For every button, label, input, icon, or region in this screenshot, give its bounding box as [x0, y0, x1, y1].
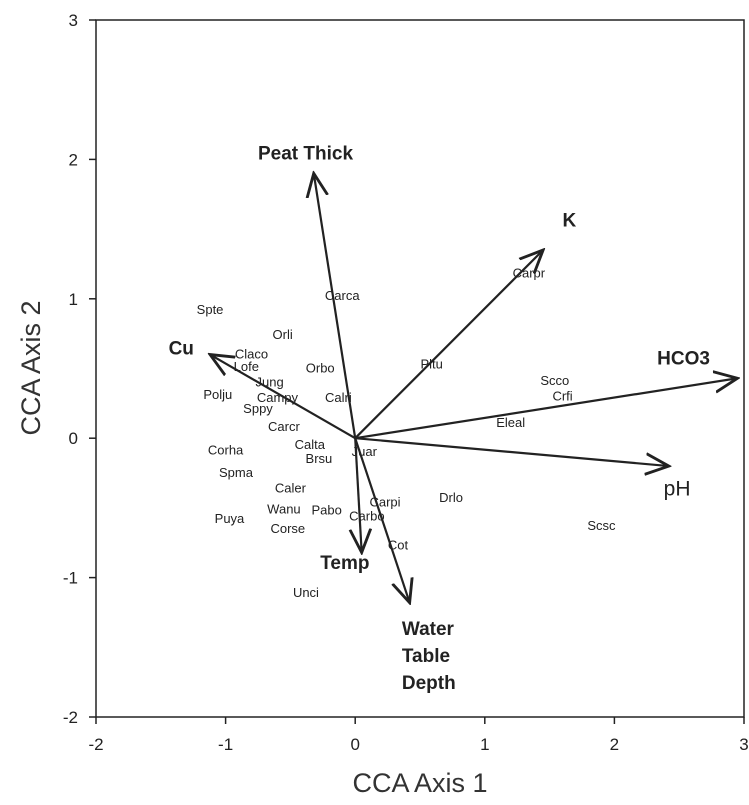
- species-label: Puya: [215, 511, 245, 526]
- species-label: Carpr: [513, 266, 546, 281]
- env-vector-label: pH: [664, 477, 691, 500]
- species-label: Jung: [256, 374, 284, 389]
- y-axis-ticks: -2 -1 0 1 2 3: [63, 11, 96, 727]
- species-label: Calta: [295, 437, 326, 452]
- x-tick-label: 1: [480, 735, 489, 754]
- species-label: Juar: [352, 444, 378, 459]
- species-label: Pltu: [420, 356, 442, 371]
- species-label: Cot: [388, 538, 409, 553]
- env-vector-arrow: [355, 437, 669, 466]
- env-vector-arrow: [355, 438, 361, 552]
- env-vector-label: HCO3: [657, 348, 710, 369]
- environment-vectors: Peat Thick K HCO3 pH Cu Temp Water Table Depth: [169, 143, 738, 694]
- species-label: Caler: [275, 480, 307, 495]
- env-vector-arrow: [354, 250, 543, 439]
- x-tick-label: 0: [350, 735, 359, 754]
- x-axis-title: CCA Axis 1: [352, 768, 487, 798]
- env-vector-label: Water: [402, 619, 455, 640]
- species-label: Corse: [270, 521, 305, 536]
- species-label: Crfi: [552, 388, 572, 403]
- species-label: Campy: [257, 390, 299, 405]
- species-label: Eleal: [496, 415, 525, 430]
- species-label: Scco: [540, 373, 569, 388]
- x-tick-label: 2: [610, 735, 619, 754]
- y-tick-label: -2: [63, 708, 78, 727]
- y-axis-title: CCA Axis 2: [16, 300, 46, 435]
- x-tick-label: 3: [739, 735, 748, 754]
- species-label: Carpi: [369, 494, 400, 509]
- species-label: Spte: [197, 302, 224, 317]
- species-label: Carca: [325, 288, 360, 303]
- env-vector-arrow: [210, 355, 356, 440]
- env-vector-arrow: [354, 437, 409, 602]
- env-vector-label: Depth: [402, 673, 456, 694]
- species-label: Drlo: [439, 490, 463, 505]
- species-label: Spma: [219, 465, 254, 480]
- plot-frame: [95, 19, 745, 718]
- species-label: Orbo: [306, 361, 335, 376]
- species-label: Lofe: [234, 359, 259, 374]
- species-label: Wanu: [267, 501, 300, 516]
- x-axis-ticks: -2 -1 0 1 2 3: [88, 717, 749, 754]
- species-label: Pabo: [312, 503, 342, 518]
- species-label: Unci: [293, 585, 319, 600]
- env-vector-label: Cu: [169, 339, 194, 360]
- env-vector-label: Temp: [320, 553, 369, 574]
- y-tick-label: 2: [69, 150, 78, 169]
- species-label: Carcr: [268, 419, 300, 434]
- species-label: Brsu: [306, 451, 333, 466]
- x-tick-label: -1: [218, 735, 233, 754]
- species-label: Corha: [208, 443, 244, 458]
- x-tick-label: -2: [88, 735, 103, 754]
- species-label: Scsc: [587, 518, 616, 533]
- y-tick-label: 1: [69, 290, 78, 309]
- y-tick-label: -1: [63, 569, 78, 588]
- env-vector-label: Table: [402, 646, 450, 667]
- y-tick-label: 3: [69, 11, 78, 30]
- env-vector-label: K: [563, 210, 577, 231]
- species-label: Orli: [273, 327, 293, 342]
- species-label: Polju: [203, 387, 232, 402]
- species-label: Calri: [325, 390, 352, 405]
- env-vector-arrow: [355, 378, 737, 440]
- y-tick-label: 0: [69, 429, 78, 448]
- species-label: Sppy: [243, 401, 273, 416]
- species-label: Carbo: [349, 508, 384, 523]
- env-vector-arrow: [314, 173, 357, 439]
- env-vector-label: Peat Thick: [258, 143, 353, 164]
- species-label: Claco: [235, 347, 268, 362]
